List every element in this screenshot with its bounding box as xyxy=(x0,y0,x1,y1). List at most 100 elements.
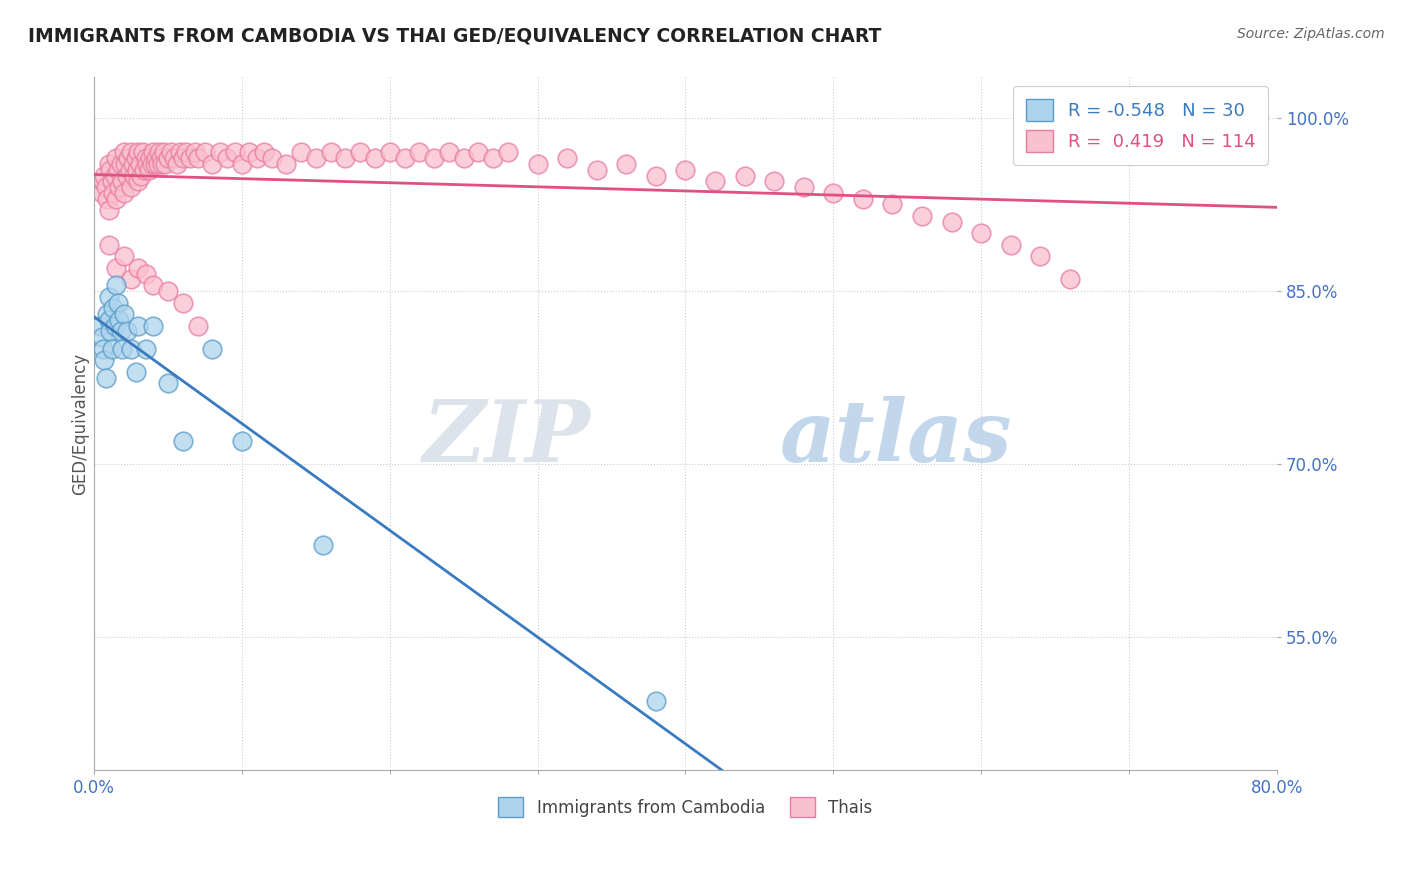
Point xyxy=(194,145,217,160)
Point xyxy=(437,145,460,160)
Point xyxy=(110,157,132,171)
Point xyxy=(1059,272,1081,286)
Point xyxy=(150,157,173,171)
Point xyxy=(127,318,149,333)
Point xyxy=(138,162,160,177)
Point xyxy=(852,192,875,206)
Point xyxy=(96,307,118,321)
Point xyxy=(253,145,276,160)
Point xyxy=(349,145,371,160)
Point xyxy=(118,162,141,177)
Point xyxy=(201,342,224,356)
Point xyxy=(89,318,111,333)
Point xyxy=(134,162,156,177)
Point xyxy=(112,186,135,200)
Point xyxy=(157,376,180,391)
Point xyxy=(96,192,118,206)
Point xyxy=(231,157,253,171)
Point xyxy=(614,157,637,171)
Point xyxy=(93,169,115,183)
Point xyxy=(105,192,128,206)
Point xyxy=(120,180,142,194)
Point xyxy=(408,145,430,160)
Point xyxy=(135,342,157,356)
Point xyxy=(142,145,165,160)
Point xyxy=(94,180,117,194)
Text: IMMIGRANTS FROM CAMBODIA VS THAI GED/EQUIVALENCY CORRELATION CHART: IMMIGRANTS FROM CAMBODIA VS THAI GED/EQU… xyxy=(28,27,882,45)
Point xyxy=(179,151,201,165)
Point xyxy=(1000,237,1022,252)
Point xyxy=(763,174,786,188)
Point xyxy=(246,151,269,165)
Point xyxy=(141,157,163,171)
Point xyxy=(94,370,117,384)
Point xyxy=(139,151,162,165)
Point xyxy=(149,151,172,165)
Point xyxy=(585,162,607,177)
Point xyxy=(121,157,143,171)
Point xyxy=(107,162,129,177)
Point xyxy=(100,324,122,338)
Point xyxy=(91,174,114,188)
Point xyxy=(467,145,489,160)
Point xyxy=(793,180,815,194)
Point xyxy=(101,174,124,188)
Y-axis label: GED/Equivalency: GED/Equivalency xyxy=(72,352,89,495)
Point xyxy=(290,145,312,160)
Point xyxy=(97,237,120,252)
Point xyxy=(453,151,475,165)
Point xyxy=(644,169,666,183)
Point xyxy=(174,145,197,160)
Text: ZIP: ZIP xyxy=(423,396,591,479)
Point xyxy=(108,313,131,327)
Point xyxy=(734,169,756,183)
Point xyxy=(482,151,505,165)
Point xyxy=(675,162,697,177)
Point xyxy=(97,313,120,327)
Point xyxy=(132,145,155,160)
Point xyxy=(276,157,298,171)
Point xyxy=(172,434,194,448)
Point xyxy=(157,151,180,165)
Point xyxy=(101,342,124,356)
Point xyxy=(136,157,159,171)
Point xyxy=(103,186,125,200)
Point xyxy=(423,151,446,165)
Point xyxy=(120,342,142,356)
Point xyxy=(238,145,260,160)
Point xyxy=(148,145,170,160)
Point xyxy=(105,278,128,293)
Point xyxy=(127,145,149,160)
Point xyxy=(187,151,209,165)
Point xyxy=(142,318,165,333)
Point xyxy=(97,203,120,218)
Point xyxy=(135,267,157,281)
Point xyxy=(187,318,209,333)
Point xyxy=(319,145,342,160)
Point xyxy=(107,295,129,310)
Point xyxy=(97,157,120,171)
Point xyxy=(93,353,115,368)
Point xyxy=(157,284,180,298)
Point xyxy=(91,342,114,356)
Point xyxy=(115,324,138,338)
Text: Source: ZipAtlas.com: Source: ZipAtlas.com xyxy=(1237,27,1385,41)
Point xyxy=(90,186,112,200)
Point xyxy=(496,145,519,160)
Point xyxy=(970,227,993,241)
Point xyxy=(169,145,191,160)
Point xyxy=(110,324,132,338)
Point xyxy=(115,169,138,183)
Point xyxy=(704,174,727,188)
Point xyxy=(143,157,166,171)
Point xyxy=(112,145,135,160)
Point xyxy=(122,169,145,183)
Point xyxy=(124,365,146,379)
Point xyxy=(114,157,136,171)
Point xyxy=(217,151,239,165)
Point xyxy=(172,151,194,165)
Point xyxy=(127,260,149,275)
Point xyxy=(201,157,224,171)
Text: atlas: atlas xyxy=(780,396,1012,479)
Point xyxy=(882,197,904,211)
